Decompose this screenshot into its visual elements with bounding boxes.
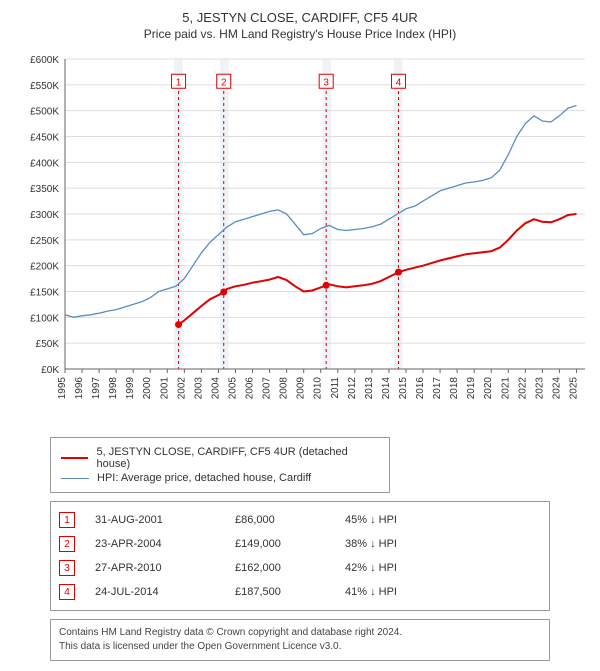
svg-text:2021: 2021 xyxy=(500,377,511,400)
svg-text:£250K: £250K xyxy=(30,236,59,247)
svg-text:2025: 2025 xyxy=(568,377,579,400)
event-number-box: 2 xyxy=(59,536,75,552)
svg-text:2013: 2013 xyxy=(364,377,375,400)
svg-text:2015: 2015 xyxy=(398,377,409,400)
legend-label: HPI: Average price, detached house, Card… xyxy=(97,472,311,484)
event-price: £149,000 xyxy=(235,538,345,550)
event-pct-vs-hpi: 45% ↓ HPI xyxy=(345,514,455,526)
svg-text:2000: 2000 xyxy=(142,377,153,400)
svg-text:2009: 2009 xyxy=(296,377,307,400)
event-date: 31-AUG-2001 xyxy=(95,514,235,526)
svg-text:1999: 1999 xyxy=(125,377,136,400)
event-price: £162,000 xyxy=(235,562,345,574)
footer-line-1: Contains HM Land Registry data © Crown c… xyxy=(59,626,541,640)
svg-text:2024: 2024 xyxy=(551,377,562,400)
svg-text:1997: 1997 xyxy=(91,377,102,400)
svg-text:2014: 2014 xyxy=(381,377,392,400)
svg-text:1: 1 xyxy=(176,77,182,88)
svg-text:£200K: £200K xyxy=(30,262,59,273)
svg-text:3: 3 xyxy=(323,77,329,88)
events-table: 1 31-AUG-2001£86,00045% ↓ HPI 2 23-APR-2004… xyxy=(50,501,550,611)
footer-line-2: This data is licensed under the Open Gov… xyxy=(59,640,541,654)
footer-attribution: Contains HM Land Registry data © Crown c… xyxy=(50,619,550,661)
svg-text:£50K: £50K xyxy=(36,339,60,350)
event-date: 27-APR-2010 xyxy=(95,562,235,574)
svg-text:£600K: £600K xyxy=(30,55,59,66)
legend-label: 5, JESTYN CLOSE, CARDIFF, CF5 4UR (detac… xyxy=(96,446,379,470)
svg-text:2023: 2023 xyxy=(534,377,545,400)
svg-text:1995: 1995 xyxy=(57,377,68,400)
page-title: 5, JESTYN CLOSE, CARDIFF, CF5 4UR xyxy=(10,10,590,25)
svg-text:2016: 2016 xyxy=(415,377,426,400)
event-row: 3 27-APR-2010£162,00042% ↓ HPI xyxy=(59,556,541,580)
page-subtitle: Price paid vs. HM Land Registry's House … xyxy=(10,27,590,41)
legend: 5, JESTYN CLOSE, CARDIFF, CF5 4UR (detac… xyxy=(50,437,390,493)
svg-text:2: 2 xyxy=(221,77,227,88)
legend-swatch xyxy=(61,478,89,479)
svg-text:2012: 2012 xyxy=(347,377,358,400)
legend-row: 5, JESTYN CLOSE, CARDIFF, CF5 4UR (detac… xyxy=(61,446,379,470)
event-number-box: 3 xyxy=(59,560,75,576)
svg-text:2003: 2003 xyxy=(193,377,204,400)
event-price: £86,000 xyxy=(235,514,345,526)
event-pct-vs-hpi: 38% ↓ HPI xyxy=(345,538,455,550)
svg-text:2008: 2008 xyxy=(279,377,290,400)
event-number-box: 4 xyxy=(59,584,75,600)
event-date: 24-JUL-2014 xyxy=(95,586,235,598)
svg-text:4: 4 xyxy=(396,77,402,88)
svg-text:£0K: £0K xyxy=(41,365,59,376)
event-pct-vs-hpi: 42% ↓ HPI xyxy=(345,562,455,574)
svg-text:2018: 2018 xyxy=(449,377,460,400)
svg-text:2004: 2004 xyxy=(210,377,221,400)
svg-text:£300K: £300K xyxy=(30,210,59,221)
svg-text:1998: 1998 xyxy=(108,377,119,400)
event-price: £187,500 xyxy=(235,586,345,598)
svg-text:£100K: £100K xyxy=(30,313,59,324)
svg-text:2005: 2005 xyxy=(227,377,238,400)
svg-text:2010: 2010 xyxy=(313,377,324,400)
svg-text:£150K: £150K xyxy=(30,288,59,299)
svg-text:1996: 1996 xyxy=(74,377,85,400)
svg-text:£450K: £450K xyxy=(30,133,59,144)
event-pct-vs-hpi: 41% ↓ HPI xyxy=(345,586,455,598)
svg-text:£500K: £500K xyxy=(30,107,59,118)
event-row: 4 24-JUL-2014£187,50041% ↓ HPI xyxy=(59,580,541,604)
price-chart: £0K £50K £100K £150K £200K £250K £300K £350K £40… xyxy=(10,49,590,429)
event-row: 1 31-AUG-2001£86,00045% ↓ HPI xyxy=(59,508,541,532)
svg-text:2006: 2006 xyxy=(245,377,256,400)
svg-text:2017: 2017 xyxy=(432,377,443,400)
svg-text:2007: 2007 xyxy=(262,377,273,400)
event-date: 23-APR-2004 xyxy=(95,538,235,550)
svg-text:2001: 2001 xyxy=(159,377,170,400)
legend-swatch xyxy=(61,457,88,459)
svg-text:£400K: £400K xyxy=(30,158,59,169)
svg-text:£550K: £550K xyxy=(30,81,59,92)
event-row: 2 23-APR-2004£149,00038% ↓ HPI xyxy=(59,532,541,556)
event-number-box: 1 xyxy=(59,512,75,528)
svg-text:£350K: £350K xyxy=(30,184,59,195)
svg-text:2019: 2019 xyxy=(466,377,477,400)
legend-row: HPI: Average price, detached house, Card… xyxy=(61,472,379,484)
svg-text:2011: 2011 xyxy=(330,377,341,399)
svg-text:2020: 2020 xyxy=(483,377,494,400)
svg-text:2022: 2022 xyxy=(517,377,528,400)
svg-text:2002: 2002 xyxy=(176,377,187,400)
